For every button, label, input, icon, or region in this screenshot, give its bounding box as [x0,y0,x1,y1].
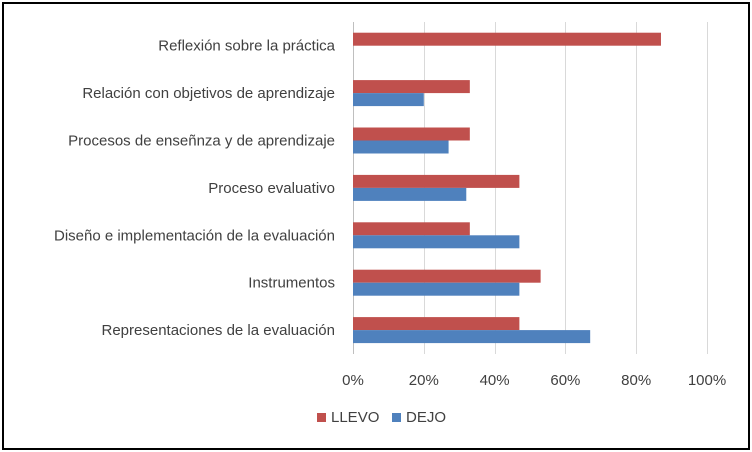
bar-dejo [353,235,520,249]
category-label: Proceso evaluativo [208,180,335,197]
x-tick-label: 0% [342,372,364,389]
category-label: Representaciones de la evaluación [102,322,336,339]
x-tick-labels: 0% 20% 40% 60% 80% 100% [342,372,726,389]
x-tick-label: 60% [550,372,580,389]
bar-llevo [353,127,470,141]
bars [353,32,661,344]
x-tick-label: 80% [621,372,651,389]
legend-swatch [392,413,401,422]
category-label: Procesos de enseñnza y de aprendizaje [68,133,335,150]
legend: LLEVO DEJO [317,409,446,426]
category-label: Instrumentos [248,275,335,292]
category-labels: Reflexión sobre la práctica Relación con … [54,38,336,339]
category-label: Relación con objetivos de aprendizaje [82,85,335,102]
bar-llevo [353,222,470,236]
bar-dejo [353,282,520,296]
bar-llevo [353,317,520,331]
bar-llevo [353,174,520,188]
bar-dejo [353,93,424,107]
bar-dejo [353,330,591,344]
legend-swatch [317,413,326,422]
bar-dejo [353,187,467,201]
bar-dejo [353,140,449,154]
x-tick-label: 100% [688,372,726,389]
bar-llevo [353,80,470,94]
x-tick-label: 20% [409,372,439,389]
bar-llevo [353,269,541,283]
category-label: Reflexión sobre la práctica [158,38,335,55]
bar-llevo [353,32,661,46]
legend-label: DEJO [406,409,446,426]
gridlines [353,22,708,354]
x-tick-label: 40% [480,372,510,389]
legend-label: LLEVO [331,409,379,426]
category-label: Diseño e implementación de la evaluación [54,227,335,244]
